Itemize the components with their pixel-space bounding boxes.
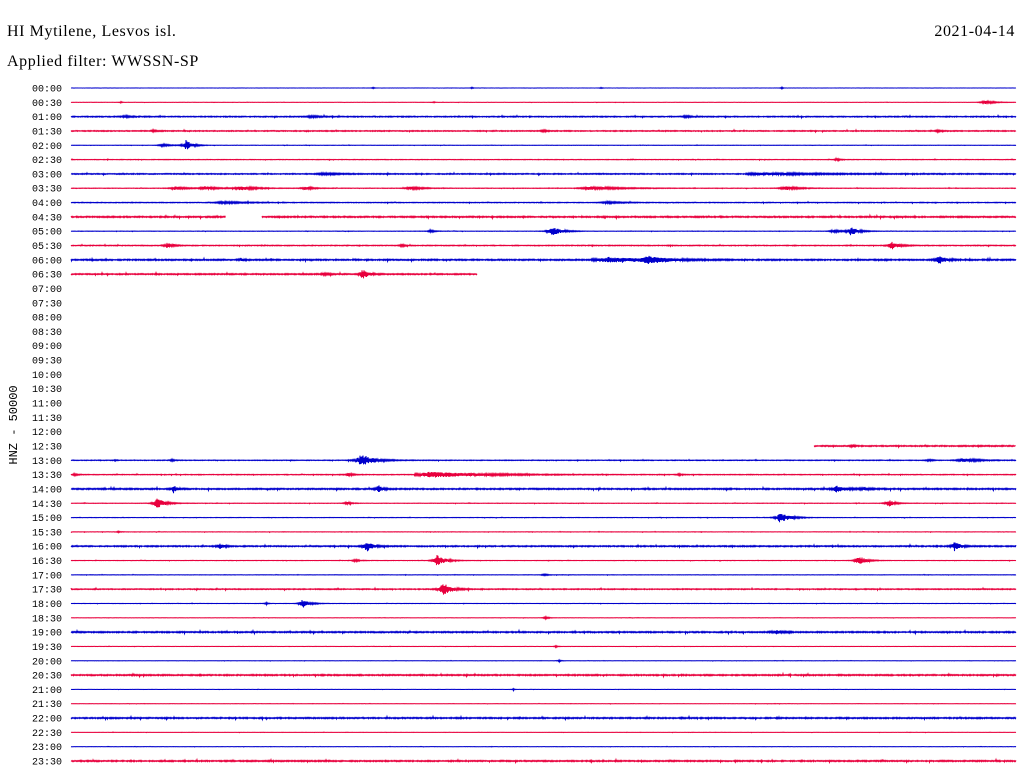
- trace-01-00: [70, 113, 1017, 120]
- time-label: 10:30: [32, 385, 62, 396]
- trace-05-00: [70, 227, 1017, 236]
- time-label: 02:00: [32, 142, 62, 153]
- trace-18-30: [70, 615, 1017, 621]
- time-label: 02:30: [32, 156, 62, 167]
- time-label: 04:00: [32, 199, 62, 210]
- trace-02-00: [70, 139, 1017, 150]
- trace-rows: 00:00 00:30 01:00 01:30 02:00 02:30 03:00 03:30…: [32, 85, 1017, 769]
- time-label: 09:00: [32, 342, 62, 353]
- trace-12-30: [813, 443, 1016, 449]
- trace-15-30: [70, 530, 1017, 534]
- time-label: 11:30: [32, 414, 62, 425]
- time-label: 20:00: [32, 657, 62, 668]
- trace-06-00: [70, 255, 1017, 264]
- time-label: 03:30: [32, 185, 62, 196]
- trace-14-30: [70, 498, 1017, 508]
- time-label: 18:30: [32, 614, 62, 625]
- y-axis-label: HNZ - 50000: [7, 385, 21, 464]
- time-label: 19:00: [32, 629, 62, 640]
- time-label: 06:00: [32, 256, 62, 267]
- trace-14-00: [70, 485, 1017, 494]
- time-label: 07:00: [32, 285, 62, 296]
- trace-13-30: [70, 471, 1017, 478]
- trace-22-30: [70, 731, 1017, 734]
- trace-16-00: [70, 542, 1017, 552]
- time-label: 13:00: [32, 457, 62, 468]
- trace-00-30: [70, 99, 1017, 105]
- time-label: 08:00: [32, 314, 62, 325]
- time-label: 07:30: [32, 299, 62, 310]
- time-label: 15:00: [32, 514, 62, 525]
- time-label: 14:00: [32, 485, 62, 496]
- trace-17-00: [70, 572, 1017, 577]
- time-label: 06:30: [32, 271, 62, 282]
- trace-15-00: [70, 513, 1017, 523]
- time-label: 16:00: [32, 543, 62, 554]
- trace-20-00: [70, 658, 1017, 664]
- time-label: 12:00: [32, 428, 62, 439]
- time-label: 11:00: [32, 400, 62, 411]
- time-label: 10:00: [32, 371, 62, 382]
- time-label: 00:00: [32, 85, 62, 96]
- time-label: 08:30: [32, 328, 62, 339]
- trace-03-00: [70, 170, 1017, 177]
- trace-05-30: [70, 241, 1017, 250]
- time-label: 17:30: [32, 586, 62, 597]
- date-label: 2021-04-14: [934, 23, 1015, 40]
- trace-23-30: [70, 757, 1017, 765]
- time-label: 21:00: [32, 686, 62, 697]
- trace-01-30: [70, 127, 1017, 134]
- time-label: 23:00: [32, 743, 62, 754]
- time-label: 04:30: [32, 213, 62, 224]
- time-label: 03:00: [32, 170, 62, 181]
- trace-13-00: [70, 455, 1017, 465]
- filter-label: Applied filter: WWSSN-SP: [7, 53, 199, 70]
- time-label: 21:30: [32, 700, 62, 711]
- time-label: 01:00: [32, 113, 62, 124]
- time-label: 05:00: [32, 228, 62, 239]
- time-label: 13:30: [32, 471, 62, 482]
- time-label: 01:30: [32, 128, 62, 139]
- time-label: 22:00: [32, 715, 62, 726]
- time-label: 22:30: [32, 729, 62, 740]
- trace-19-30: [70, 644, 1017, 649]
- trace-03-30: [70, 185, 1017, 192]
- time-label: 23:30: [32, 758, 62, 769]
- trace-23-00: [70, 745, 1017, 748]
- trace-19-00: [70, 628, 1017, 636]
- time-label: 20:30: [32, 672, 62, 683]
- time-label: 05:30: [32, 242, 62, 253]
- trace-04-00: [70, 199, 1017, 206]
- time-label: 18:00: [32, 600, 62, 611]
- trace-21-00: [70, 687, 1017, 693]
- trace-00-00: [70, 85, 1017, 91]
- trace-16-30: [70, 555, 1017, 566]
- trace-02-30: [70, 156, 1017, 163]
- time-label: 19:30: [32, 643, 62, 654]
- time-label: 09:30: [32, 357, 62, 368]
- trace-18-00: [70, 599, 1017, 608]
- station-title: HI Mytilene, Lesvos isl.: [7, 23, 177, 40]
- time-label: 17:00: [32, 571, 62, 582]
- trace-06-30: [70, 270, 478, 279]
- trace-20-30: [70, 671, 1017, 679]
- trace-22-00: [70, 714, 1017, 722]
- time-label: 16:30: [32, 557, 62, 568]
- trace-04-30-segment-2: [261, 213, 1017, 221]
- trace-17-30: [70, 584, 1017, 595]
- trace-04-30-segment-1: [70, 214, 226, 221]
- time-label: 14:30: [32, 500, 62, 511]
- time-label: 12:30: [32, 443, 62, 454]
- trace-21-30: [70, 702, 1017, 705]
- time-label: 15:30: [32, 528, 62, 539]
- time-label: 00:30: [32, 99, 62, 110]
